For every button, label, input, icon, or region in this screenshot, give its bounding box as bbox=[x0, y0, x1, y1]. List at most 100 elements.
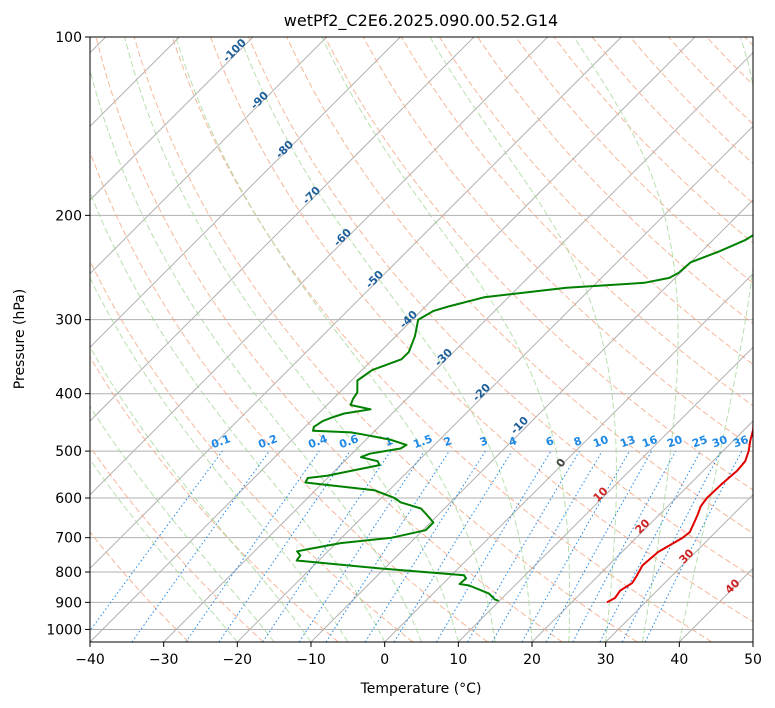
x-tick-label: 50 bbox=[744, 652, 762, 668]
mixing-ratio-value-label: 3 bbox=[478, 434, 490, 449]
isotherm-line bbox=[90, 37, 254, 201]
dry-adiabat-line bbox=[90, 259, 414, 642]
isotherm-line bbox=[90, 37, 622, 570]
mixing-ratio-value-label: 16 bbox=[640, 433, 659, 451]
y-tick-label: 800 bbox=[55, 565, 82, 581]
isotherm-line bbox=[531, 420, 753, 642]
y-axis-label: Pressure (hPa) bbox=[12, 289, 28, 389]
y-tick-label: 600 bbox=[55, 491, 82, 507]
mixing-ratio-line bbox=[218, 450, 351, 642]
isotherm-line bbox=[90, 37, 328, 275]
moist-adiabat-line bbox=[573, 37, 679, 642]
isotherm-line bbox=[236, 125, 753, 642]
y-tick-label: 1000 bbox=[46, 622, 82, 638]
moist-adiabat-line bbox=[90, 277, 349, 642]
dry-adiabat-line bbox=[248, 37, 753, 578]
background-lines bbox=[90, 37, 753, 642]
mixing-ratio-value-label: 30 bbox=[710, 433, 729, 451]
dry-adiabat-line bbox=[171, 37, 712, 642]
mixing-ratio-line bbox=[325, 450, 450, 642]
mixing-ratio-line bbox=[644, 450, 743, 642]
isobars bbox=[90, 37, 753, 630]
moist-adiabat-line bbox=[90, 346, 312, 642]
x-axis: −40 −30 −20 −10 0 10 20 30 40 50 bbox=[75, 642, 762, 668]
x-tick-label: 20 bbox=[523, 652, 541, 668]
isotherm-line bbox=[457, 346, 753, 642]
dry-adiabat-line bbox=[90, 531, 190, 642]
y-tick-label: 900 bbox=[55, 595, 82, 611]
mixing-ratio-line bbox=[298, 450, 425, 642]
profiles bbox=[295, 234, 753, 604]
moist-adiabat-line bbox=[175, 37, 496, 642]
mixing-ratio-value-label: 6 bbox=[544, 434, 556, 449]
x-tick-label: 10 bbox=[449, 652, 467, 668]
mixing-ratio-line bbox=[393, 450, 513, 642]
dry-adiabat-line bbox=[90, 356, 339, 642]
moist-adiabat-line bbox=[239, 37, 533, 642]
plot-background bbox=[90, 37, 753, 642]
isotherm-line bbox=[163, 51, 753, 642]
dry-adiabat-line bbox=[90, 445, 264, 642]
x-tick-label: 0 bbox=[380, 652, 389, 668]
mixing-ratio-line bbox=[521, 450, 630, 642]
y-tick-label: 500 bbox=[55, 444, 82, 460]
moist-adiabat-line bbox=[321, 37, 571, 642]
mixing-ratio-lines bbox=[90, 450, 743, 642]
moist-adiabat-line bbox=[90, 67, 422, 642]
mixing-ratio-value-label: 0.6 bbox=[337, 432, 360, 451]
mixing-ratio-value-label: 4 bbox=[507, 434, 519, 449]
isotherm-line bbox=[605, 493, 753, 642]
mixing-ratio-value-label: 8 bbox=[572, 434, 584, 449]
y-tick-label: 200 bbox=[55, 208, 82, 224]
x-tick-label: −40 bbox=[75, 652, 105, 668]
y-axis: 1000 900 800 700 600 500 400 300 200 100 bbox=[46, 30, 90, 638]
dry-adiabat-line bbox=[286, 37, 753, 534]
mixing-ratio-line bbox=[185, 450, 320, 642]
mixing-ratio-value-label: 36 bbox=[731, 433, 750, 451]
x-tick-label: 30 bbox=[597, 652, 615, 668]
temperature-series-line bbox=[606, 417, 753, 604]
y-tick-label: 100 bbox=[55, 30, 82, 46]
moist-adiabat-line bbox=[124, 37, 459, 642]
mixing-ratio-value-label: 2 bbox=[442, 434, 454, 449]
dry-adiabat-line bbox=[210, 37, 753, 623]
chart-title: wetPf2_C2E6.2025.090.00.52.G14 bbox=[284, 11, 558, 31]
x-tick-label: 40 bbox=[670, 652, 688, 668]
y-tick-label: 700 bbox=[55, 531, 82, 547]
dry-adiabat-line bbox=[515, 37, 753, 284]
mixing-ratio-value-label: 0.1 bbox=[209, 432, 232, 451]
moist-adiabats bbox=[90, 37, 753, 642]
mixing-ratio-value-label: 20 bbox=[665, 433, 684, 451]
dry-adiabat-line bbox=[133, 37, 638, 642]
mixing-ratio-line bbox=[572, 450, 677, 642]
dry-adiabat-line bbox=[400, 37, 753, 407]
x-tick-label: −30 bbox=[149, 652, 179, 668]
mixing-ratio-value-label: 0.4 bbox=[306, 432, 329, 451]
mixing-ratio-line bbox=[90, 450, 223, 632]
mixing-ratio-value-label: 13 bbox=[618, 433, 637, 450]
mixing-ratio-value-label: 0.2 bbox=[256, 432, 279, 451]
x-axis-label: Temperature (°C) bbox=[360, 681, 482, 697]
mixing-ratio-line bbox=[545, 450, 653, 642]
moist-adiabat-line bbox=[678, 37, 753, 642]
plot-frame bbox=[89, 36, 754, 643]
y-tick-label: 400 bbox=[55, 387, 82, 403]
isotherm-line bbox=[752, 641, 753, 642]
dry-adiabat-line bbox=[95, 37, 563, 642]
dewpoint-series-line bbox=[295, 234, 753, 602]
y-tick-label: 300 bbox=[55, 313, 82, 329]
moist-adiabat-line bbox=[90, 458, 238, 642]
mixing-ratio-value-label: 10 bbox=[591, 433, 610, 451]
mixing-ratio-value-label: 25 bbox=[690, 433, 709, 450]
moist-adiabat-line bbox=[429, 37, 617, 642]
moist-adiabat-line bbox=[90, 190, 386, 642]
mixing-ratio-value-label: 1 bbox=[383, 434, 395, 449]
dry-adiabat-line bbox=[90, 150, 488, 642]
mixing-ratio-value-label: 1.5 bbox=[411, 432, 434, 451]
x-tick-label: −10 bbox=[296, 652, 326, 668]
x-tick-label: −20 bbox=[223, 652, 253, 668]
isotherm-line bbox=[90, 37, 475, 422]
isotherm-line bbox=[384, 272, 753, 642]
moist-adiabat-line bbox=[90, 405, 275, 642]
